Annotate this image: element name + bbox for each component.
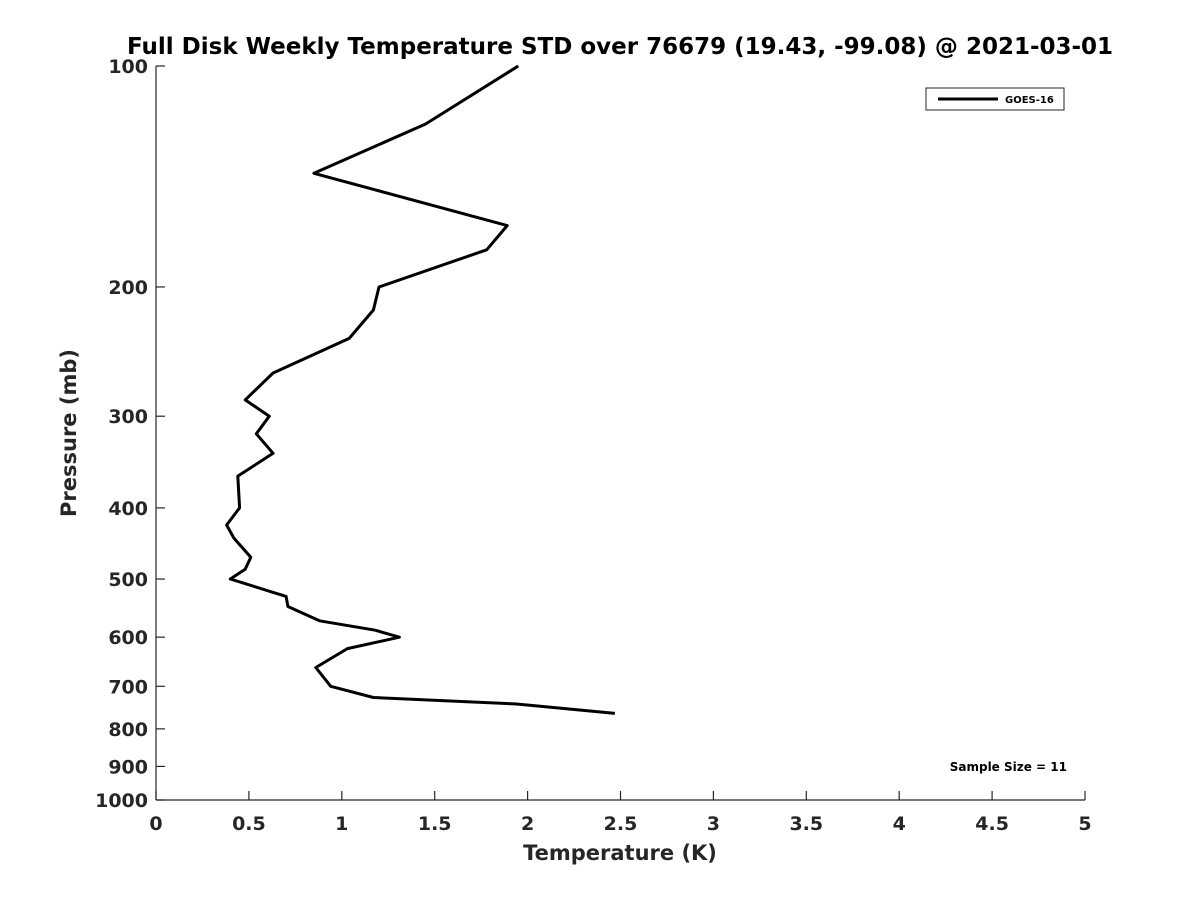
y-tick-label: 700 <box>108 676 148 698</box>
axes-frame <box>155 66 1085 801</box>
legend-entry-goes-16: GOES-16 <box>1005 95 1054 106</box>
y-tick-label: 200 <box>108 277 148 299</box>
sample-size-annotation: Sample Size = 11 <box>950 760 1067 774</box>
y-axis-ticks: 100 200 300 400 500 600 700 800 900 1000 <box>95 56 165 812</box>
x-tick-label: 3 <box>707 813 720 835</box>
chart-title: Full Disk Weekly Temperature STD over 76… <box>127 34 1113 60</box>
series-line-goes-16 <box>225 64 616 715</box>
x-tick-label: 4.5 <box>975 813 1009 835</box>
y-axis-label: Pressure (mb) <box>57 349 81 517</box>
plot-lines <box>225 64 616 715</box>
y-tick-label: 100 <box>108 56 148 78</box>
y-tick-label: 500 <box>108 569 148 591</box>
x-tick-label: 2 <box>521 813 534 835</box>
legend: GOES-16 <box>925 87 1065 111</box>
x-tick-label: 3.5 <box>789 813 823 835</box>
x-tick-label: 1.5 <box>418 813 452 835</box>
y-tick-label: 800 <box>108 719 148 741</box>
x-axis-label: Temperature (K) <box>523 841 717 865</box>
x-tick-label: 1 <box>335 813 348 835</box>
x-tick-label: 0.5 <box>232 813 266 835</box>
x-tick-label: 0 <box>149 813 162 835</box>
x-axis-ticks: 0 0.5 1 1.5 2 2.5 3 3.5 4 4.5 5 <box>149 791 1092 835</box>
y-tick-label: 600 <box>108 627 148 649</box>
y-tick-label: 300 <box>108 406 148 428</box>
x-tick-label: 4 <box>893 813 906 835</box>
y-tick-label: 900 <box>108 756 148 778</box>
x-tick-label: 2.5 <box>604 813 638 835</box>
x-tick-label: 5 <box>1078 813 1091 835</box>
y-tick-label: 400 <box>108 498 148 520</box>
y-tick-label: 1000 <box>95 790 148 812</box>
